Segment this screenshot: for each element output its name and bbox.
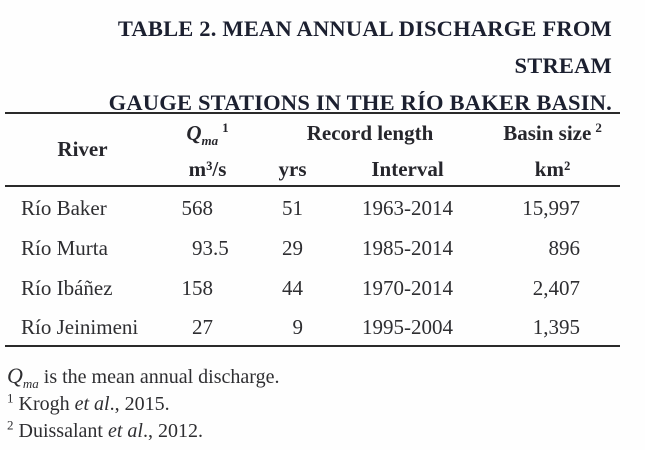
footnote-qma-text: is the mean annual discharge. <box>38 366 280 388</box>
qma-value: 158 <box>181 275 214 300</box>
col-header-river: River <box>57 137 108 161</box>
table-title-line2: GAUGE STATIONS IN THE RÍO BAKER BASIN. <box>108 90 612 115</box>
qma-value: 27 <box>192 315 213 339</box>
footnote-ref-1: 1 Krogh et al., 2015. <box>7 391 279 418</box>
col-header-qma-unit: m³/s <box>188 156 227 181</box>
river-name: Río Baker <box>21 196 107 220</box>
basin-size-value: 2,407 <box>532 275 581 300</box>
footnote-2-author: Duissalant <box>13 420 108 442</box>
table-row: Río Ibáñez 158 44 1970-2014 2,407 <box>5 266 620 306</box>
discharge-table: River Qma1 Record length Basin size 2 m³/… <box>5 112 621 347</box>
record-years: 9 <box>292 315 304 339</box>
qma-footnote-marker: 1 <box>222 120 229 135</box>
table-title: TABLE 2. MEAN ANNUAL DISCHARGE FROM STRE… <box>17 10 612 121</box>
basin-size-label: Basin size <box>503 121 592 145</box>
col-header-yrs: yrs <box>278 156 307 181</box>
river-name: Río Ibáñez <box>21 275 113 300</box>
col-header-basin-size: Basin size 2 <box>485 113 620 153</box>
qma-value: 93.5 <box>192 235 229 260</box>
col-header-record-length: Record length <box>306 121 434 145</box>
table-row: Río Jeinimeni 27 9 1995-2004 1,395 <box>5 306 620 346</box>
record-interval: 1963-2014 <box>362 196 453 220</box>
basin-size-value: 1,395 <box>532 315 581 339</box>
qma-symbol: Q <box>7 363 23 388</box>
footnote-qma-definition: Qma is the mean annual discharge. <box>7 362 279 391</box>
river-name: Río Murta <box>21 235 108 260</box>
record-interval: 1985-2014 <box>362 235 453 260</box>
col-header-qma: Qma1 <box>160 113 255 153</box>
table-title-line1: TABLE 2. MEAN ANNUAL DISCHARGE FROM STRE… <box>117 16 612 78</box>
record-years: 44 <box>282 275 303 300</box>
basin-footnote-marker: 2 <box>595 120 602 135</box>
qma-subscript: ma <box>22 376 39 391</box>
footnote-1-author: Krogh <box>13 393 75 415</box>
footnote-2-marker: 2 <box>7 417 14 433</box>
basin-size-value: 896 <box>548 235 581 260</box>
table-header: River Qma1 Record length Basin size 2 m³/… <box>5 113 621 186</box>
river-name: Río Jeinimeni <box>21 315 139 339</box>
footnote-2-year: ., 2012. <box>142 420 203 442</box>
footnote-1-year: ., 2015. <box>109 393 170 415</box>
record-years: 29 <box>282 235 303 260</box>
table-body: Río Baker 568 51 1963-2014 15,997 Río Mu… <box>5 186 620 346</box>
footnote-ref-2: 2 Duissalant et al., 2012. <box>7 418 279 445</box>
discharge-table-wrapper: River Qma1 Record length Basin size 2 m³/… <box>5 112 621 347</box>
record-interval: 1970-2014 <box>362 275 453 300</box>
qma-value: 568 <box>181 196 214 220</box>
table-row: Río Murta 93.5 29 1985-2014 896 <box>5 226 620 266</box>
footnote-2-etal: et al <box>107 420 143 442</box>
qma-symbol: Q <box>186 121 202 145</box>
table-row: Río Baker 568 51 1963-2014 15,997 <box>5 186 620 226</box>
qma-subscript: ma <box>201 133 219 149</box>
record-interval: 1995-2004 <box>362 315 453 339</box>
col-header-interval: Interval <box>371 156 444 181</box>
record-years: 51 <box>282 196 303 220</box>
footnote-1-marker: 1 <box>7 390 14 406</box>
footnotes: Qma is the mean annual discharge. 1 Krog… <box>7 362 279 445</box>
basin-size-value: 15,997 <box>522 196 581 220</box>
footnote-1-etal: et al <box>74 393 110 415</box>
col-header-km2: km² <box>534 156 571 181</box>
